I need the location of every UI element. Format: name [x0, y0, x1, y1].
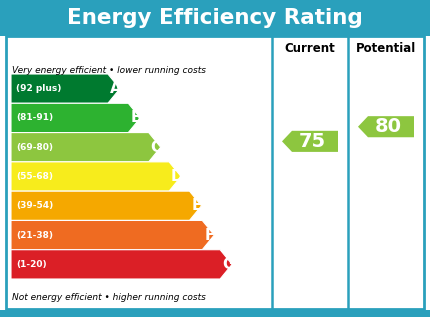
Polygon shape — [358, 116, 414, 137]
Text: (21-38): (21-38) — [16, 230, 53, 240]
Text: G: G — [222, 257, 235, 272]
Polygon shape — [11, 103, 140, 133]
Text: (81-91): (81-91) — [16, 113, 53, 122]
Polygon shape — [282, 131, 338, 152]
Text: Current: Current — [285, 42, 335, 55]
Text: Very energy efficient • lower running costs: Very energy efficient • lower running co… — [12, 66, 206, 75]
Polygon shape — [11, 133, 161, 162]
Polygon shape — [11, 250, 232, 279]
Text: (55-68): (55-68) — [16, 172, 53, 181]
Text: Potential: Potential — [356, 42, 416, 55]
Polygon shape — [11, 74, 120, 103]
Bar — [6, 36, 424, 309]
Text: Energy Efficiency Rating: Energy Efficiency Rating — [67, 8, 363, 28]
Text: (39-54): (39-54) — [16, 201, 53, 210]
Text: D: D — [171, 169, 184, 184]
Text: 75: 75 — [298, 132, 326, 151]
Text: 80: 80 — [375, 117, 402, 136]
Text: A: A — [110, 81, 122, 96]
Text: C: C — [150, 140, 162, 155]
Text: B: B — [130, 110, 142, 126]
Text: (92 plus): (92 plus) — [16, 84, 61, 93]
Bar — [0, 310, 430, 317]
Text: (69-80): (69-80) — [16, 143, 53, 152]
Text: F: F — [204, 228, 215, 243]
Text: E: E — [191, 198, 202, 213]
Polygon shape — [11, 220, 214, 250]
Bar — [0, 0, 430, 36]
Text: (1-20): (1-20) — [16, 260, 46, 269]
Text: Not energy efficient • higher running costs: Not energy efficient • higher running co… — [12, 293, 206, 302]
Polygon shape — [11, 191, 202, 220]
Polygon shape — [11, 162, 181, 191]
